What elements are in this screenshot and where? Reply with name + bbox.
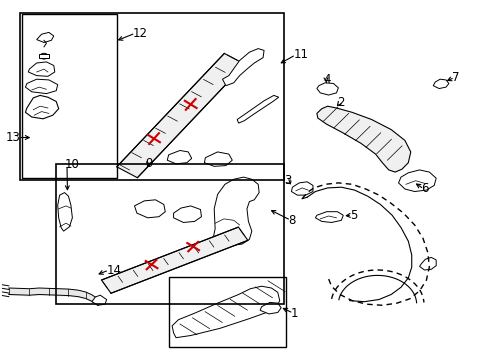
Polygon shape (58, 193, 72, 231)
Text: 14: 14 (106, 264, 122, 276)
Text: 8: 8 (288, 214, 295, 227)
Text: 4: 4 (323, 73, 330, 86)
Polygon shape (173, 206, 201, 222)
Text: 9: 9 (145, 157, 153, 170)
Polygon shape (117, 53, 244, 178)
Polygon shape (205, 177, 259, 246)
Polygon shape (222, 49, 264, 86)
Polygon shape (291, 182, 312, 195)
Polygon shape (39, 54, 49, 58)
Circle shape (40, 53, 48, 59)
Polygon shape (316, 83, 338, 95)
Text: 6: 6 (421, 183, 428, 195)
Polygon shape (134, 200, 165, 218)
Circle shape (140, 202, 158, 215)
Polygon shape (204, 152, 232, 166)
Polygon shape (260, 302, 281, 314)
Text: 3: 3 (284, 174, 291, 187)
Text: 10: 10 (64, 158, 79, 171)
Text: 2: 2 (337, 96, 344, 109)
Polygon shape (92, 295, 106, 305)
Polygon shape (25, 79, 58, 94)
Polygon shape (172, 286, 279, 338)
Circle shape (145, 206, 153, 212)
Polygon shape (25, 95, 59, 119)
Polygon shape (37, 32, 54, 42)
Polygon shape (315, 212, 343, 222)
Polygon shape (432, 79, 448, 89)
Polygon shape (102, 227, 247, 293)
Polygon shape (419, 257, 435, 270)
Text: 5: 5 (349, 209, 356, 222)
Text: 1: 1 (290, 307, 298, 320)
Text: 13: 13 (6, 131, 20, 144)
Polygon shape (28, 62, 55, 76)
Text: 11: 11 (293, 48, 308, 61)
Polygon shape (237, 95, 278, 123)
Polygon shape (167, 150, 191, 164)
Text: 12: 12 (133, 27, 148, 40)
Text: 7: 7 (451, 71, 459, 84)
Polygon shape (398, 170, 435, 192)
Polygon shape (316, 106, 410, 172)
